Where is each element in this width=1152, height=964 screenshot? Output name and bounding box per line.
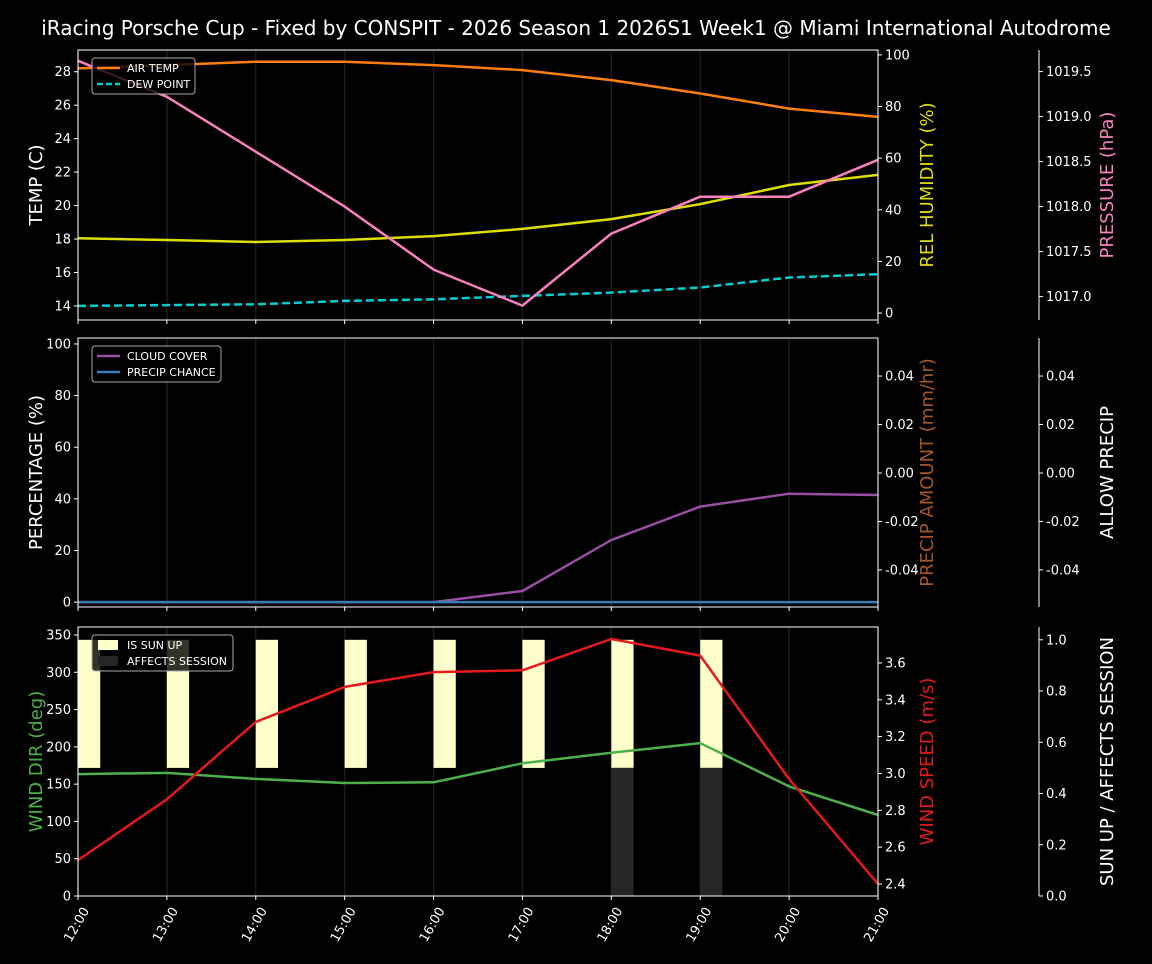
tick-label: 1019.5 bbox=[1046, 65, 1092, 80]
tick-label: 20 bbox=[54, 199, 71, 214]
bar-affects-session bbox=[611, 768, 633, 896]
tick-label: -0.04 bbox=[885, 563, 919, 578]
axis-label-right2: ALLOW PRECIP bbox=[1097, 406, 1118, 539]
axis-label-left: TEMP (C) bbox=[26, 144, 47, 226]
tick-label: 300 bbox=[46, 666, 71, 681]
tick-label: 0.6 bbox=[1046, 736, 1067, 751]
tick-label: 100 bbox=[46, 815, 71, 830]
legend-label: PRECIP CHANCE bbox=[127, 366, 216, 379]
legend: CLOUD COVER PRECIP CHANCE bbox=[92, 346, 221, 382]
tick-label: 28 bbox=[54, 65, 71, 80]
tick-label: 350 bbox=[46, 628, 71, 643]
tick-label: 26 bbox=[54, 99, 71, 114]
axis-label-right: WIND SPEED (m/s) bbox=[917, 678, 938, 846]
tick-label: 3.0 bbox=[885, 767, 906, 782]
tick-label: 40 bbox=[885, 203, 902, 218]
tick-label: -0.04 bbox=[1046, 563, 1080, 578]
tick-label: 0.2 bbox=[1046, 838, 1067, 853]
bar-is-sun-up bbox=[434, 640, 456, 768]
axis-label-right2: SUN UP / AFFECTS SESSION bbox=[1097, 637, 1118, 886]
tick-label: 1.0 bbox=[1046, 633, 1067, 648]
legend-swatch bbox=[98, 640, 118, 650]
legend-label: IS SUN UP bbox=[127, 639, 183, 652]
tick-label: -0.02 bbox=[885, 515, 919, 530]
chart-title: iRacing Porsche Cup - Fixed by CONSPIT -… bbox=[41, 16, 1111, 40]
tick-label: 3.6 bbox=[885, 656, 906, 671]
tick-label: 1017.5 bbox=[1046, 245, 1092, 260]
legend: AIR TEMP DEW POINT bbox=[92, 58, 195, 94]
tick-label: 2.8 bbox=[885, 804, 906, 819]
bar-is-sun-up bbox=[256, 640, 278, 768]
legend-swatch bbox=[98, 656, 118, 666]
tick-label: 24 bbox=[54, 132, 71, 147]
tick-label: 80 bbox=[54, 389, 71, 404]
tick-label: 0 bbox=[63, 890, 71, 905]
tick-label: 20 bbox=[885, 255, 902, 270]
tick-label: 100 bbox=[46, 337, 71, 352]
panel-background bbox=[78, 50, 878, 320]
tick-label: 0.00 bbox=[885, 466, 914, 481]
tick-label: 100 bbox=[885, 48, 910, 63]
legend-label: CLOUD COVER bbox=[127, 350, 208, 363]
tick-label: 1017.0 bbox=[1046, 290, 1092, 305]
bar-affects-session bbox=[700, 768, 722, 896]
tick-label: 2.6 bbox=[885, 841, 906, 856]
bar-is-sun-up bbox=[522, 640, 544, 768]
tick-label: 3.2 bbox=[885, 730, 906, 745]
tick-label: 20 bbox=[54, 544, 71, 559]
tick-label: 0.00 bbox=[1046, 466, 1075, 481]
tick-label: 2.4 bbox=[885, 878, 906, 893]
tick-label: 40 bbox=[54, 492, 71, 507]
bar-is-sun-up bbox=[345, 640, 367, 768]
tick-label: 200 bbox=[46, 740, 71, 755]
legend-label: AIR TEMP bbox=[127, 62, 179, 75]
tick-label: -0.02 bbox=[1046, 515, 1080, 530]
tick-label: 0 bbox=[63, 596, 71, 611]
legend-label: DEW POINT bbox=[127, 78, 191, 91]
tick-label: 22 bbox=[54, 166, 71, 181]
tick-label: 0.02 bbox=[1046, 418, 1075, 433]
axis-label-right: REL HUMIDITY (%) bbox=[917, 102, 938, 267]
tick-label: 0.4 bbox=[1046, 787, 1067, 802]
legend: IS SUN UP AFFECTS SESSION bbox=[92, 635, 233, 671]
tick-label: 60 bbox=[885, 152, 902, 167]
axis-label-left: WIND DIR (deg) bbox=[26, 691, 47, 833]
tick-label: 80 bbox=[885, 100, 902, 115]
axis-label-right: PRECIP AMOUNT (mm/hr) bbox=[917, 358, 938, 587]
tick-label: 16 bbox=[54, 266, 71, 281]
tick-label: 1019.0 bbox=[1046, 110, 1092, 125]
axis-label-right2: PRESSURE (hPa) bbox=[1097, 112, 1118, 259]
tick-label: 150 bbox=[46, 778, 71, 793]
tick-label: 1018.0 bbox=[1046, 200, 1092, 215]
tick-label: 0.8 bbox=[1046, 685, 1067, 700]
tick-label: 0.0 bbox=[1046, 890, 1067, 905]
tick-label: 3.4 bbox=[885, 693, 906, 708]
tick-label: 14 bbox=[54, 299, 71, 314]
tick-label: 0.04 bbox=[1046, 370, 1075, 385]
legend-label: AFFECTS SESSION bbox=[127, 655, 227, 668]
tick-label: 50 bbox=[54, 852, 71, 867]
tick-label: 0.02 bbox=[885, 418, 914, 433]
tick-label: 60 bbox=[54, 441, 71, 456]
tick-label: 0.04 bbox=[885, 370, 914, 385]
tick-label: 0 bbox=[885, 307, 893, 322]
axis-label-left: PERCENTAGE (%) bbox=[26, 395, 47, 550]
tick-label: 18 bbox=[54, 233, 71, 248]
tick-label: 1018.5 bbox=[1046, 155, 1092, 170]
bar-is-sun-up bbox=[611, 640, 633, 768]
tick-label: 250 bbox=[46, 703, 71, 718]
